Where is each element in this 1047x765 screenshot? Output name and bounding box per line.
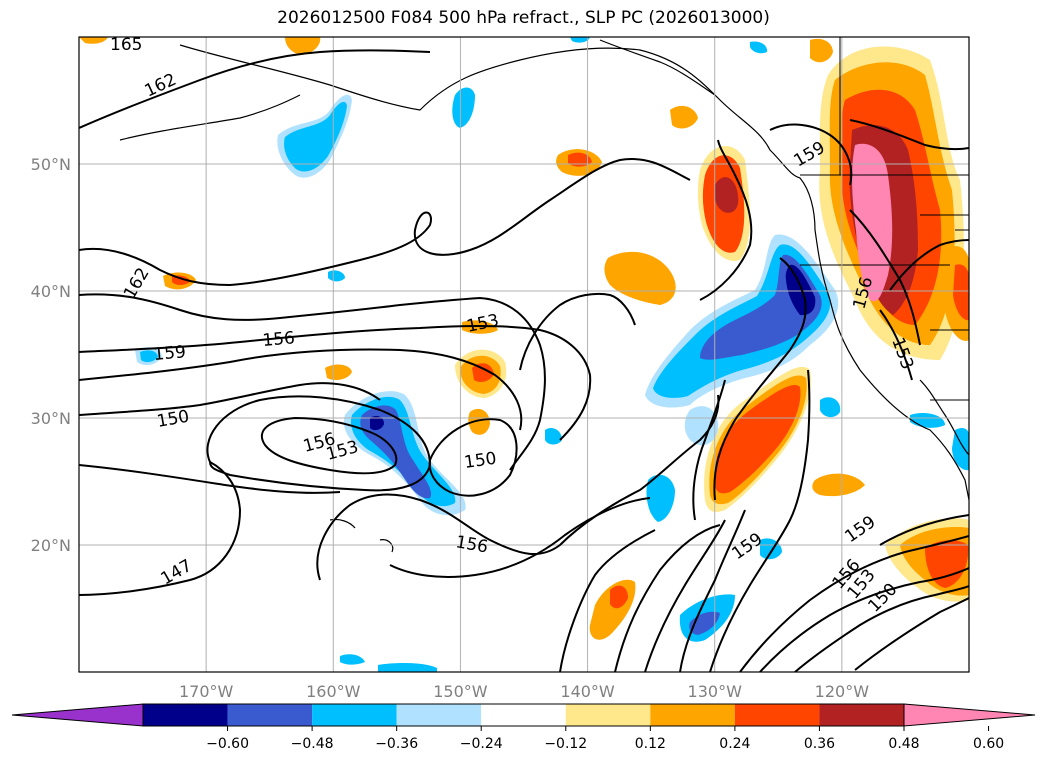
colorbar-extend-high — [903, 703, 1036, 727]
colorbar-frame — [142, 703, 905, 727]
lon-label: 140°W — [560, 682, 615, 701]
colorbar-tick-label: 0.36 — [804, 736, 835, 752]
latitude-labels: 50°N 40°N 30°N 20°N — [31, 155, 71, 555]
colorbar-bin — [143, 704, 228, 726]
map-title: 2026012500 F084 500 hPa refract., SLP PC… — [277, 8, 770, 28]
colorbar-tick-label: −0.48 — [291, 736, 334, 752]
borders — [800, 37, 969, 401]
colorbar-tick-label: −0.12 — [544, 736, 587, 752]
lat-label: 50°N — [31, 155, 71, 174]
lat-label: 30°N — [31, 409, 71, 428]
colorbar-tick-label: 0.60 — [973, 736, 1004, 752]
colorbar-bin — [819, 704, 904, 726]
colorbar-bin — [650, 704, 735, 726]
coastlines — [119, 39, 969, 553]
lat-label: 40°N — [31, 282, 71, 301]
filled-anomalies — [79, 37, 969, 672]
colorbar-tick-label: 0.12 — [635, 736, 666, 752]
colorbar-extend-low — [11, 703, 144, 727]
contour-label: 150 — [463, 449, 498, 473]
colorbar-bin — [565, 704, 651, 726]
colorbar-tick-label: −0.36 — [375, 736, 418, 752]
colorbar-tick-label: −0.60 — [206, 736, 249, 752]
contour-label: 165 — [110, 35, 142, 55]
map-area — [79, 37, 969, 672]
gridlines — [79, 37, 969, 672]
map-frame — [78, 36, 970, 673]
lon-label: 130°W — [688, 682, 743, 701]
contour-label: 159 — [153, 342, 187, 365]
longitude-labels: 170°W 160°W 150°W 140°W 130°W 120°W — [179, 682, 869, 701]
colorbar-bin — [227, 704, 313, 726]
contour-label: 156 — [262, 328, 296, 351]
lon-label: 120°W — [815, 682, 870, 701]
lon-label: 150°W — [433, 682, 488, 701]
colorbar-bin — [312, 704, 397, 726]
slp-contours — [79, 49, 969, 672]
lon-label: 170°W — [179, 682, 234, 701]
colorbar-tick-label: 0.24 — [719, 736, 750, 752]
lon-label: 160°W — [306, 682, 361, 701]
colorbar-bin — [396, 704, 482, 726]
colorbar-tick-label: −0.24 — [460, 736, 503, 752]
colorbar-tick-label: 0.48 — [888, 736, 919, 752]
colorbar: −0.60 −0.48 −0.36 −0.24 −0.12 0.12 0.24 0.36 0.4… — [11, 703, 1036, 752]
colorbar-bin — [734, 704, 820, 726]
colorbar-bin — [481, 704, 566, 726]
lat-label: 20°N — [31, 536, 71, 555]
